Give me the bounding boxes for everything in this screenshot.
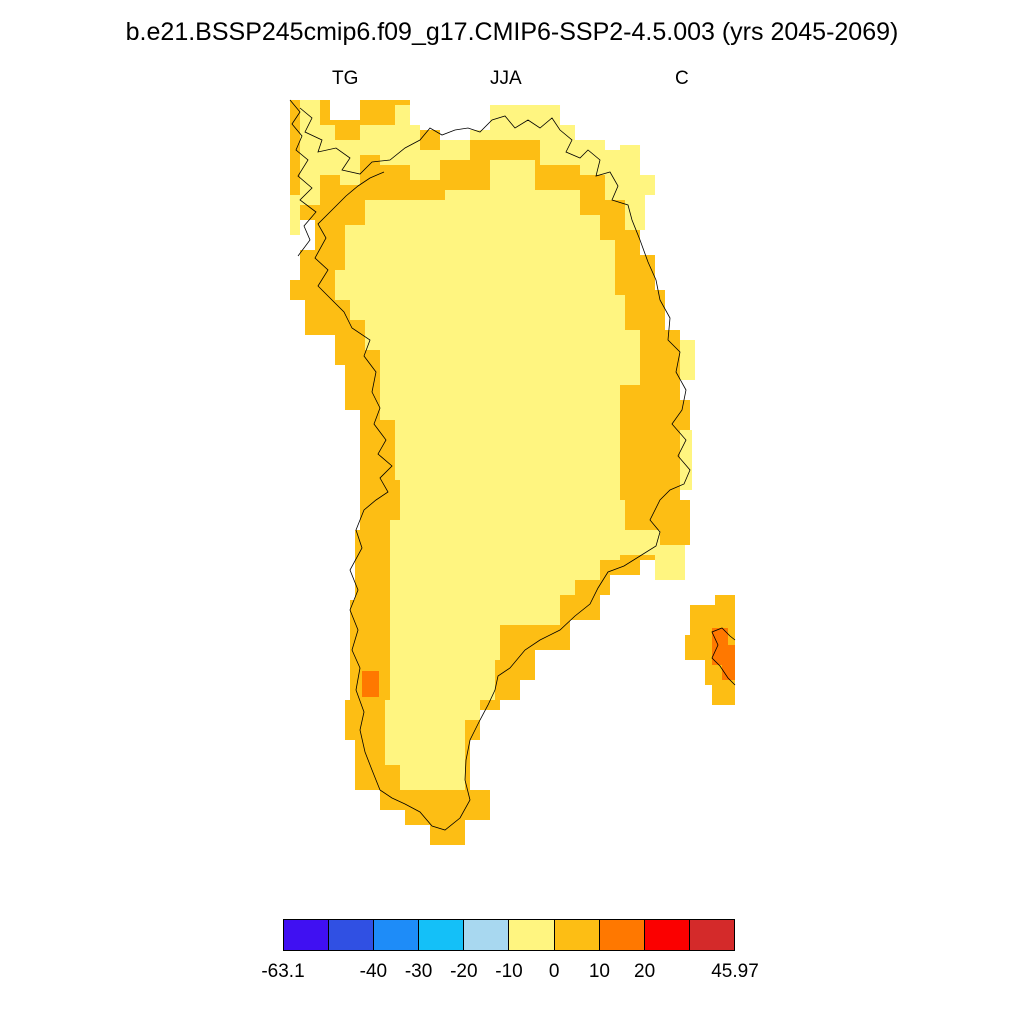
north-coast-light-patch — [300, 100, 655, 230]
northwest-coastline — [289, 99, 317, 257]
colorbar-bin-0 — [284, 920, 330, 950]
colorbar-tick-label: -40 — [359, 961, 388, 982]
colorbar-bin-5 — [509, 920, 555, 950]
ice-sheet-interior — [335, 160, 660, 790]
units-label: C — [675, 68, 689, 89]
greenland-coastline — [299, 107, 691, 831]
colorbar-tick-label: -30 — [404, 961, 433, 982]
colorbar-tick-label: -20 — [450, 961, 478, 982]
colorbar-bin-6 — [554, 920, 600, 950]
northwest-light-patch — [290, 185, 320, 235]
colorbar-tick-label: 20 — [634, 961, 656, 982]
iceland-coastline — [711, 627, 736, 686]
east-coast-light-patch-2 — [680, 430, 692, 490]
colorbar-bin-9 — [689, 920, 734, 950]
colorbar-tick-label: -63.1 — [261, 961, 305, 982]
colorbar-bin-3 — [419, 920, 465, 950]
east-coast-light-patch — [680, 340, 695, 380]
colorbar-bin-4 — [464, 920, 510, 950]
colorbar-bin-8 — [644, 920, 690, 950]
colorbar-bin-7 — [599, 920, 645, 950]
east-coast-light-patch-3 — [655, 545, 685, 580]
iceland-hot-region — [712, 628, 735, 680]
season-label: JJA — [490, 68, 522, 89]
colorbar-tick-label: 0 — [548, 961, 560, 982]
hot-cell-southwest — [362, 671, 379, 697]
colorbar-tick-label: 45.97 — [711, 961, 759, 982]
colorbar — [283, 919, 735, 951]
colorbar-tick-label: 10 — [588, 961, 610, 982]
plot-title: b.e21.BSSP245cmip6.f09_g17.CMIP6-SSP2-4.… — [125, 18, 899, 46]
colorbar-bin-2 — [374, 920, 420, 950]
colorbar-tick-label: -10 — [495, 961, 523, 982]
colorbar-bin-1 — [329, 920, 375, 950]
variable-label: TG — [332, 68, 359, 89]
